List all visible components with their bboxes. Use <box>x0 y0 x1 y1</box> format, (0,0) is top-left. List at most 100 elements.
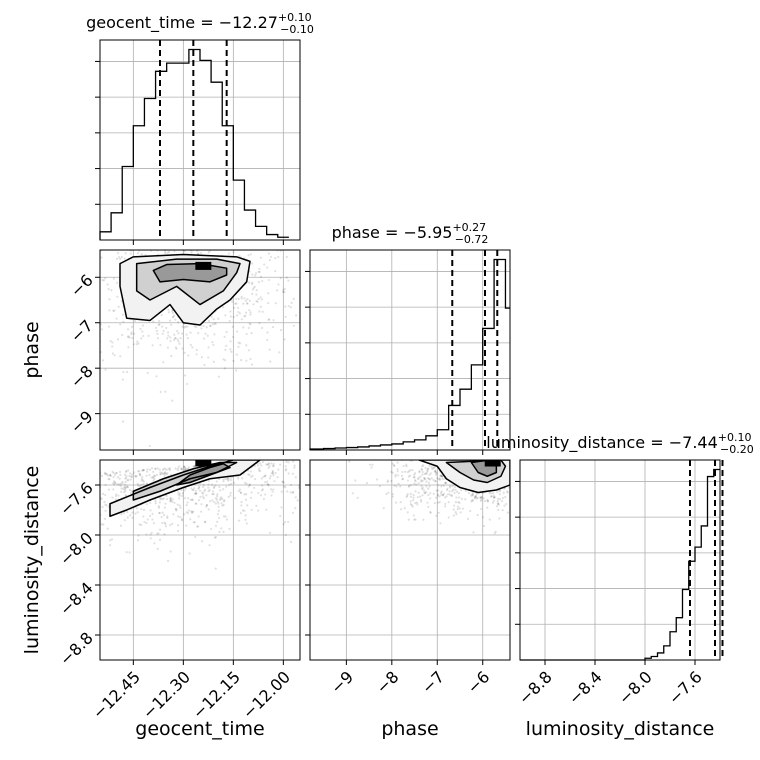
pair-geocent_time-luminosity_distance-sample-point <box>277 468 280 471</box>
pair-geocent_time-luminosity_distance-sample-point <box>270 462 273 465</box>
pair-geocent_time-phase-sample-point <box>202 324 205 327</box>
pair-geocent_time-luminosity_distance-sample-point <box>150 476 153 479</box>
pair-geocent_time-luminosity_distance-sample-point <box>185 503 188 507</box>
pair-geocent_time-luminosity_distance-sample-point <box>63 529 65 531</box>
pair-geocent_time-luminosity_distance-sample-point <box>159 473 162 476</box>
pair-geocent_time-phase-sample-point <box>195 348 198 352</box>
pair-geocent_time-luminosity_distance-sample-point <box>244 481 247 484</box>
pair-geocent_time-phase-sample-point <box>284 305 287 308</box>
pair-geocent_time-luminosity_distance-sample-point <box>113 473 117 477</box>
pair-geocent_time-luminosity_distance-sample-point <box>178 492 182 495</box>
pair-phase-luminosity_distance-sample-point <box>538 487 540 489</box>
pair-geocent_time-luminosity_distance-sample-point <box>15 527 17 529</box>
pair-geocent_time-luminosity_distance-sample-point <box>62 480 64 482</box>
pair-phase-luminosity_distance-sample-point <box>431 457 433 459</box>
pair-phase-luminosity_distance-sample-point <box>493 496 496 499</box>
pair-phase-luminosity_distance-sample-point <box>394 473 397 477</box>
pair-geocent_time-luminosity_distance-sample-point <box>157 505 160 508</box>
pair-phase-luminosity_distance-sample-point <box>424 466 427 470</box>
pair-geocent_time-phase-sample-point <box>84 215 86 217</box>
pair-phase-luminosity_distance-sample-point <box>520 468 522 470</box>
pair-geocent_time-phase-sample-point <box>107 288 110 291</box>
pair-geocent_time-phase-sample-point <box>243 315 246 318</box>
pair-phase-luminosity_distance-sample-point <box>458 456 460 458</box>
pair-phase-luminosity_distance-sample-point <box>391 495 394 498</box>
pair-phase-luminosity_distance-sample-point <box>423 491 426 494</box>
pair-geocent_time-phase-sample-point <box>323 263 325 265</box>
pair-geocent_time-phase-sample-point <box>113 309 116 312</box>
pair-phase-luminosity_distance-sample-point <box>454 429 456 431</box>
pair-geocent_time-luminosity_distance-sample-point <box>286 520 290 524</box>
pair-geocent_time-luminosity_distance-sample-point <box>212 490 215 493</box>
pair-geocent_time-phase-sample-point <box>157 323 160 327</box>
pair-phase-luminosity_distance-sample-point <box>510 504 512 506</box>
pair-geocent_time-phase-sample-point <box>51 297 53 299</box>
pair-phase-luminosity_distance-sample-point <box>406 511 409 514</box>
pair-phase-luminosity_distance-sample-point <box>447 516 450 519</box>
pair-geocent_time-luminosity_distance-sample-point <box>140 523 143 527</box>
pair-phase-luminosity_distance-sample-point <box>432 466 435 469</box>
pair-geocent_time-luminosity_distance-sample-point <box>222 515 226 518</box>
pair-geocent_time-phase-sample-point <box>126 232 128 234</box>
pair-geocent_time-luminosity_distance-sample-point <box>250 475 253 478</box>
pair-geocent_time-luminosity_distance-sample-point <box>180 519 184 522</box>
pair-phase-luminosity_distance-sample-point <box>429 478 432 481</box>
pair-geocent_time-luminosity_distance-sample-point <box>331 495 333 497</box>
pair-phase-luminosity_distance-sample-point <box>456 444 458 446</box>
pair-geocent_time-luminosity_distance-sample-point <box>229 476 232 480</box>
pair-geocent_time-luminosity_distance-sample-point <box>109 474 112 478</box>
pair-geocent_time-luminosity_distance-sample-point <box>123 519 126 522</box>
pair-geocent_time-luminosity_distance-sample-point <box>86 476 88 478</box>
pair-geocent_time-luminosity_distance-sample-point <box>107 488 111 491</box>
pair-geocent_time-luminosity_distance-sample-point <box>103 471 107 474</box>
pair-phase-luminosity_distance-sample-point <box>393 484 396 487</box>
pair-geocent_time-luminosity_distance-sample-point <box>222 500 226 503</box>
pair-geocent_time-luminosity_distance-sample-point <box>200 503 203 506</box>
pair-phase-luminosity_distance-sample-point <box>471 498 474 502</box>
pair-phase-luminosity_distance-sample-point <box>529 498 531 500</box>
pair-phase-luminosity_distance-sample-point <box>492 496 496 499</box>
pair-geocent_time-luminosity_distance-sample-point <box>163 521 166 524</box>
pair-geocent_time-phase-sample-point <box>177 216 179 218</box>
pair-geocent_time-phase-sample-point <box>159 241 161 243</box>
hist-luminosity_distance-xtick-label: −8.4 <box>565 667 606 708</box>
pair-geocent_time-luminosity_distance-sample-point <box>153 475 156 478</box>
pair-phase-luminosity_distance-sample-point <box>492 496 496 499</box>
pair-geocent_time-phase-sample-point <box>184 374 187 377</box>
pair-phase-luminosity_distance-sample-point <box>421 470 424 474</box>
pair-geocent_time-phase-sample-point <box>225 344 228 347</box>
pair-geocent_time-phase-sample-point <box>96 307 98 309</box>
pair-geocent_time-luminosity_distance-sample-point <box>279 514 282 518</box>
pair-phase-luminosity_distance-sample-point <box>563 501 565 503</box>
pair-geocent_time-phase-sample-point <box>206 334 209 337</box>
pair-geocent_time-luminosity_distance-sample-point <box>148 514 152 518</box>
pair-geocent_time-luminosity_distance-sample-point <box>165 494 168 498</box>
pair-phase-luminosity_distance-sample-point <box>409 503 412 506</box>
pair-phase-luminosity_distance-sample-point <box>492 492 495 495</box>
pair-geocent_time-luminosity_distance-sample-point <box>49 510 51 512</box>
pair-geocent_time-phase-sample-point <box>170 354 173 358</box>
pair-phase-luminosity_distance-sample-point <box>437 489 440 492</box>
pair-geocent_time-phase-sample-point <box>106 244 108 246</box>
pair-geocent_time-luminosity_distance-sample-point <box>197 487 200 490</box>
pair-geocent_time-luminosity_distance-sample-point <box>164 525 168 528</box>
pair-phase-luminosity_distance-sample-point <box>531 503 533 505</box>
pair-phase-luminosity_distance-sample-point <box>397 482 400 485</box>
pair-geocent_time-luminosity_distance-sample-point <box>267 483 270 486</box>
pair-phase-luminosity_distance-sample-point <box>401 478 404 481</box>
pair-phase-luminosity_distance-sample-point <box>400 508 403 511</box>
pair-geocent_time-phase-sample-point <box>213 322 216 325</box>
pair-geocent_time-phase-sample-point <box>248 322 251 325</box>
pair-phase-luminosity_distance-sample-point <box>447 446 449 448</box>
pair-geocent_time-luminosity_distance-sample-point <box>201 491 204 494</box>
pair-geocent_time-luminosity_distance-sample-point <box>280 490 283 493</box>
pair-geocent_time-phase-sample-point <box>154 216 156 218</box>
pair-geocent_time-phase-sample-point <box>55 272 57 274</box>
pair-geocent_time-phase-sample-point <box>156 332 159 335</box>
pair-phase-luminosity_distance-sample-point <box>513 474 515 476</box>
pair-geocent_time-phase-sample-point <box>115 281 119 284</box>
pair-phase-luminosity_distance-sample-point <box>442 484 445 487</box>
pair-geocent_time-luminosity_distance-sample-point <box>270 488 273 491</box>
pair-phase-luminosity_distance-sample-point <box>411 505 414 508</box>
